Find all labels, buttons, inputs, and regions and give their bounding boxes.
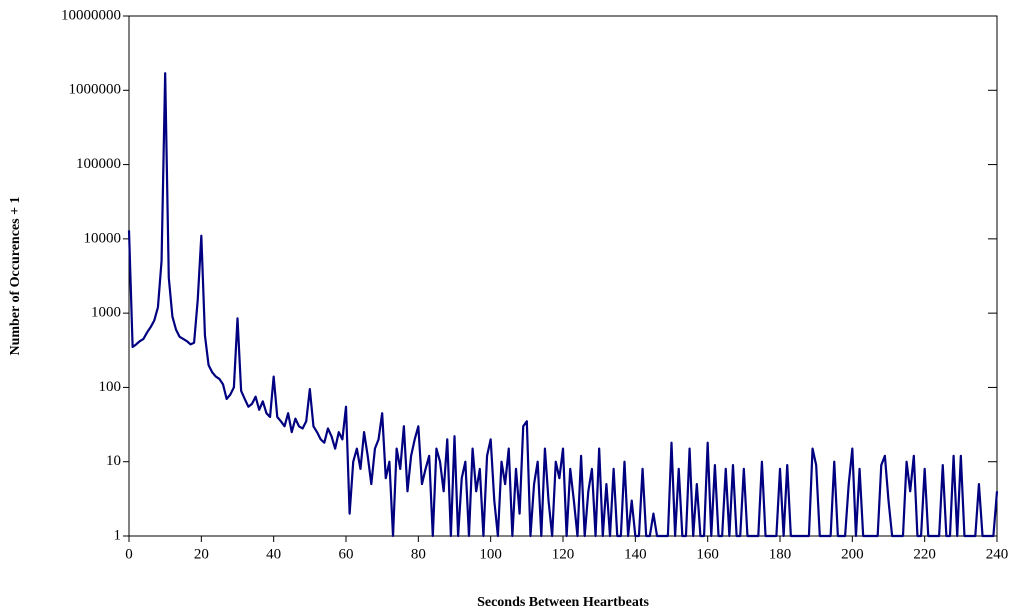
x-tick-label: 0 bbox=[125, 546, 133, 562]
x-tick-label: 120 bbox=[552, 546, 575, 562]
x-axis-title: Seconds Between Heartbeats bbox=[477, 595, 649, 610]
y-axis-title: Number of Occurences + 1 bbox=[8, 196, 23, 355]
x-tick-label: 220 bbox=[913, 546, 936, 562]
y-tick-label: 1000000 bbox=[69, 82, 122, 98]
x-tick-label: 100 bbox=[479, 546, 502, 562]
x-tick-label: 80 bbox=[411, 546, 426, 562]
y-tick-label: 100000 bbox=[76, 156, 121, 172]
x-tick-label: 20 bbox=[194, 546, 209, 562]
x-tick-label: 60 bbox=[339, 546, 354, 562]
x-tick-label: 200 bbox=[841, 546, 864, 562]
y-tick-label: 1000 bbox=[91, 305, 121, 321]
x-tick-label: 180 bbox=[769, 546, 792, 562]
x-tick-label: 40 bbox=[266, 546, 281, 562]
y-tick-label: 10000000 bbox=[61, 7, 121, 23]
y-tick-label: 10 bbox=[106, 453, 121, 469]
y-tick-label: 10000 bbox=[84, 230, 122, 246]
x-tick-label: 160 bbox=[696, 546, 719, 562]
y-tick-label: 1 bbox=[114, 527, 122, 543]
y-tick-label: 100 bbox=[99, 379, 122, 395]
x-tick-label: 240 bbox=[986, 546, 1009, 562]
x-tick-label: 140 bbox=[624, 546, 647, 562]
data-line bbox=[127, 72, 999, 538]
